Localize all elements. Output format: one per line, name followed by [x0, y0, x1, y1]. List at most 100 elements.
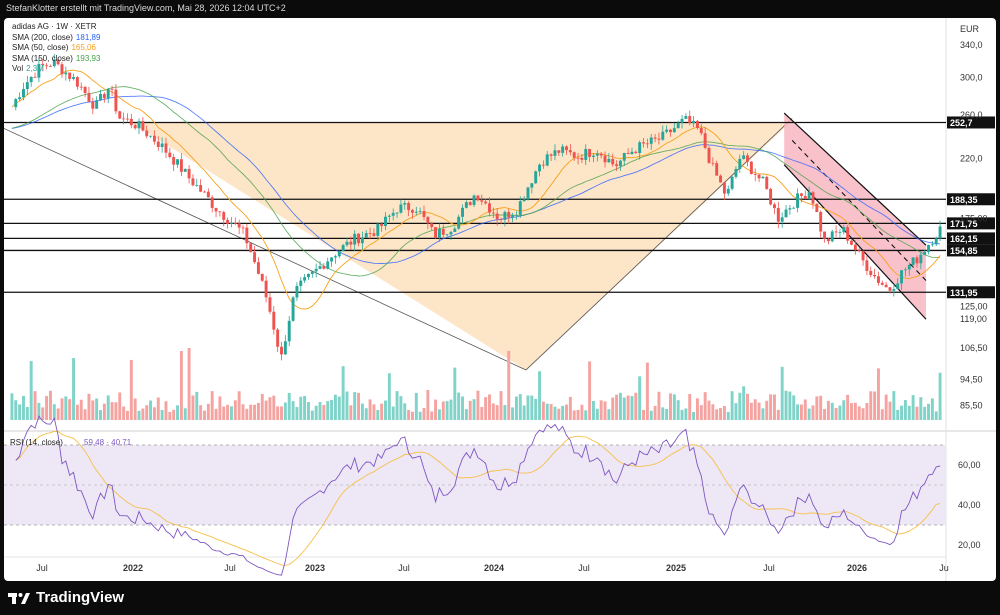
- candle-161: [630, 147, 634, 155]
- candle-154: [603, 151, 607, 168]
- volume-bar-162: [634, 392, 638, 420]
- candle-112: [441, 224, 445, 239]
- tradingview-mark-icon: [8, 592, 30, 604]
- volume-bar-182: [711, 404, 715, 420]
- volume-bar-160: [626, 395, 630, 420]
- candle-body-182: [711, 162, 715, 164]
- candle-body-66: [264, 280, 268, 298]
- candle-165: [645, 138, 649, 149]
- volume-bar-212: [826, 400, 830, 420]
- candle-body-42: [172, 157, 176, 165]
- candle-198: [773, 202, 776, 215]
- candle-144: [565, 145, 568, 155]
- candle-119: [468, 201, 472, 206]
- volume-bar-120: [472, 399, 476, 420]
- candle-body-209: [815, 203, 819, 212]
- candle-140: [549, 153, 553, 162]
- volume-bar-176: [688, 394, 692, 420]
- volume-bar-131: [514, 396, 518, 420]
- candle-body-196: [765, 176, 769, 189]
- candle-body-25: [106, 88, 110, 99]
- candle-173: [676, 120, 680, 129]
- candle-body-144: [565, 146, 568, 151]
- candle-body-131: [514, 214, 518, 216]
- candle-201: [784, 205, 788, 218]
- volume-bar-100: [395, 391, 399, 420]
- volume-bar-116: [457, 392, 461, 420]
- volume-bar-12: [56, 408, 60, 420]
- candle-body-96: [380, 223, 384, 227]
- legend-sma200[interactable]: SMA (200, close) 181,89: [12, 33, 100, 44]
- volume-bar-10: [48, 390, 52, 420]
- candle-206: [803, 190, 807, 200]
- volume-bar-217: [846, 394, 850, 420]
- volume-bar-81: [322, 404, 326, 420]
- candle-68: [272, 306, 276, 335]
- candle-body-192: [749, 161, 753, 175]
- chart-area[interactable]: 252,7 188,35 171,75 162,15 154,85 131,95 340,0…: [4, 18, 996, 581]
- candle-body-190: [742, 155, 746, 159]
- candle-body-114: [449, 231, 453, 235]
- candle-188: [734, 166, 738, 179]
- volume-bar-200: [780, 366, 784, 420]
- candle-body-18: [79, 86, 83, 88]
- candle-10: [48, 64, 52, 67]
- volume-bar-38: [156, 397, 160, 420]
- candle-146: [572, 151, 576, 161]
- candle-177: [692, 115, 696, 128]
- candle-body-77: [307, 273, 310, 278]
- candle-25: [106, 88, 110, 104]
- price-chart-svg[interactable]: 252,7 188,35 171,75 162,15 154,85 131,95 340,0…: [4, 18, 996, 581]
- candle-body-17: [75, 77, 79, 87]
- candle-227: [884, 281, 888, 288]
- candle-212: [826, 237, 830, 245]
- candle-113: [445, 233, 449, 237]
- candle-100: [395, 212, 399, 218]
- candle-116: [457, 214, 461, 230]
- candle-body-146: [572, 152, 576, 158]
- candle-118: [464, 200, 468, 209]
- candle-body-176: [688, 116, 692, 124]
- level-tag-label-5: 131,95: [950, 288, 978, 298]
- candle-92: [364, 230, 368, 238]
- volume-bar-193: [753, 399, 757, 420]
- candle-102: [403, 200, 407, 210]
- candle-body-162: [634, 151, 638, 154]
- volume-bar-61: [245, 408, 249, 420]
- candle-53: [214, 207, 218, 218]
- level-tag-bg-1: [947, 193, 995, 206]
- candle-78: [310, 271, 314, 278]
- candle-body-89: [353, 233, 357, 245]
- candle-body-67: [268, 297, 272, 312]
- candle-152: [595, 150, 599, 162]
- candle-238: [927, 244, 930, 255]
- symbol-title: adidas AG · 1W · XETR: [12, 22, 97, 31]
- volume-bar-50: [203, 410, 206, 420]
- candle-body-117: [461, 207, 464, 217]
- candle-body-68: [272, 311, 276, 330]
- volume-bar-194: [757, 402, 761, 420]
- candle-body-10: [48, 65, 52, 67]
- volume-bar-151: [591, 400, 595, 420]
- candle-159: [622, 152, 626, 166]
- volume-bar-240: [934, 411, 938, 420]
- candle-body-200: [780, 217, 784, 222]
- candle-69: [276, 327, 280, 353]
- candle-body-110: [434, 227, 438, 238]
- candle-35: [145, 125, 149, 139]
- candle-body-223: [869, 270, 873, 275]
- tradingview-logo[interactable]: TradingView: [8, 589, 124, 606]
- legend-sma150[interactable]: SMA (150, close) 193,93: [12, 54, 100, 65]
- candle-body-231: [900, 270, 904, 284]
- candle-body-137: [538, 164, 542, 172]
- legend-volume[interactable]: Vol 2,3M: [12, 64, 100, 75]
- candle-body-211: [823, 231, 827, 239]
- candle-167: [653, 134, 657, 143]
- candle-body-19: [83, 86, 87, 93]
- candle-body-140: [549, 154, 553, 156]
- candle-body-183: [715, 163, 719, 176]
- candle-7: [37, 58, 41, 83]
- price-tick-1: 300,0: [960, 73, 983, 83]
- legend-sma50[interactable]: SMA (50, close) 165,06: [12, 43, 100, 54]
- candle-18: [79, 82, 83, 91]
